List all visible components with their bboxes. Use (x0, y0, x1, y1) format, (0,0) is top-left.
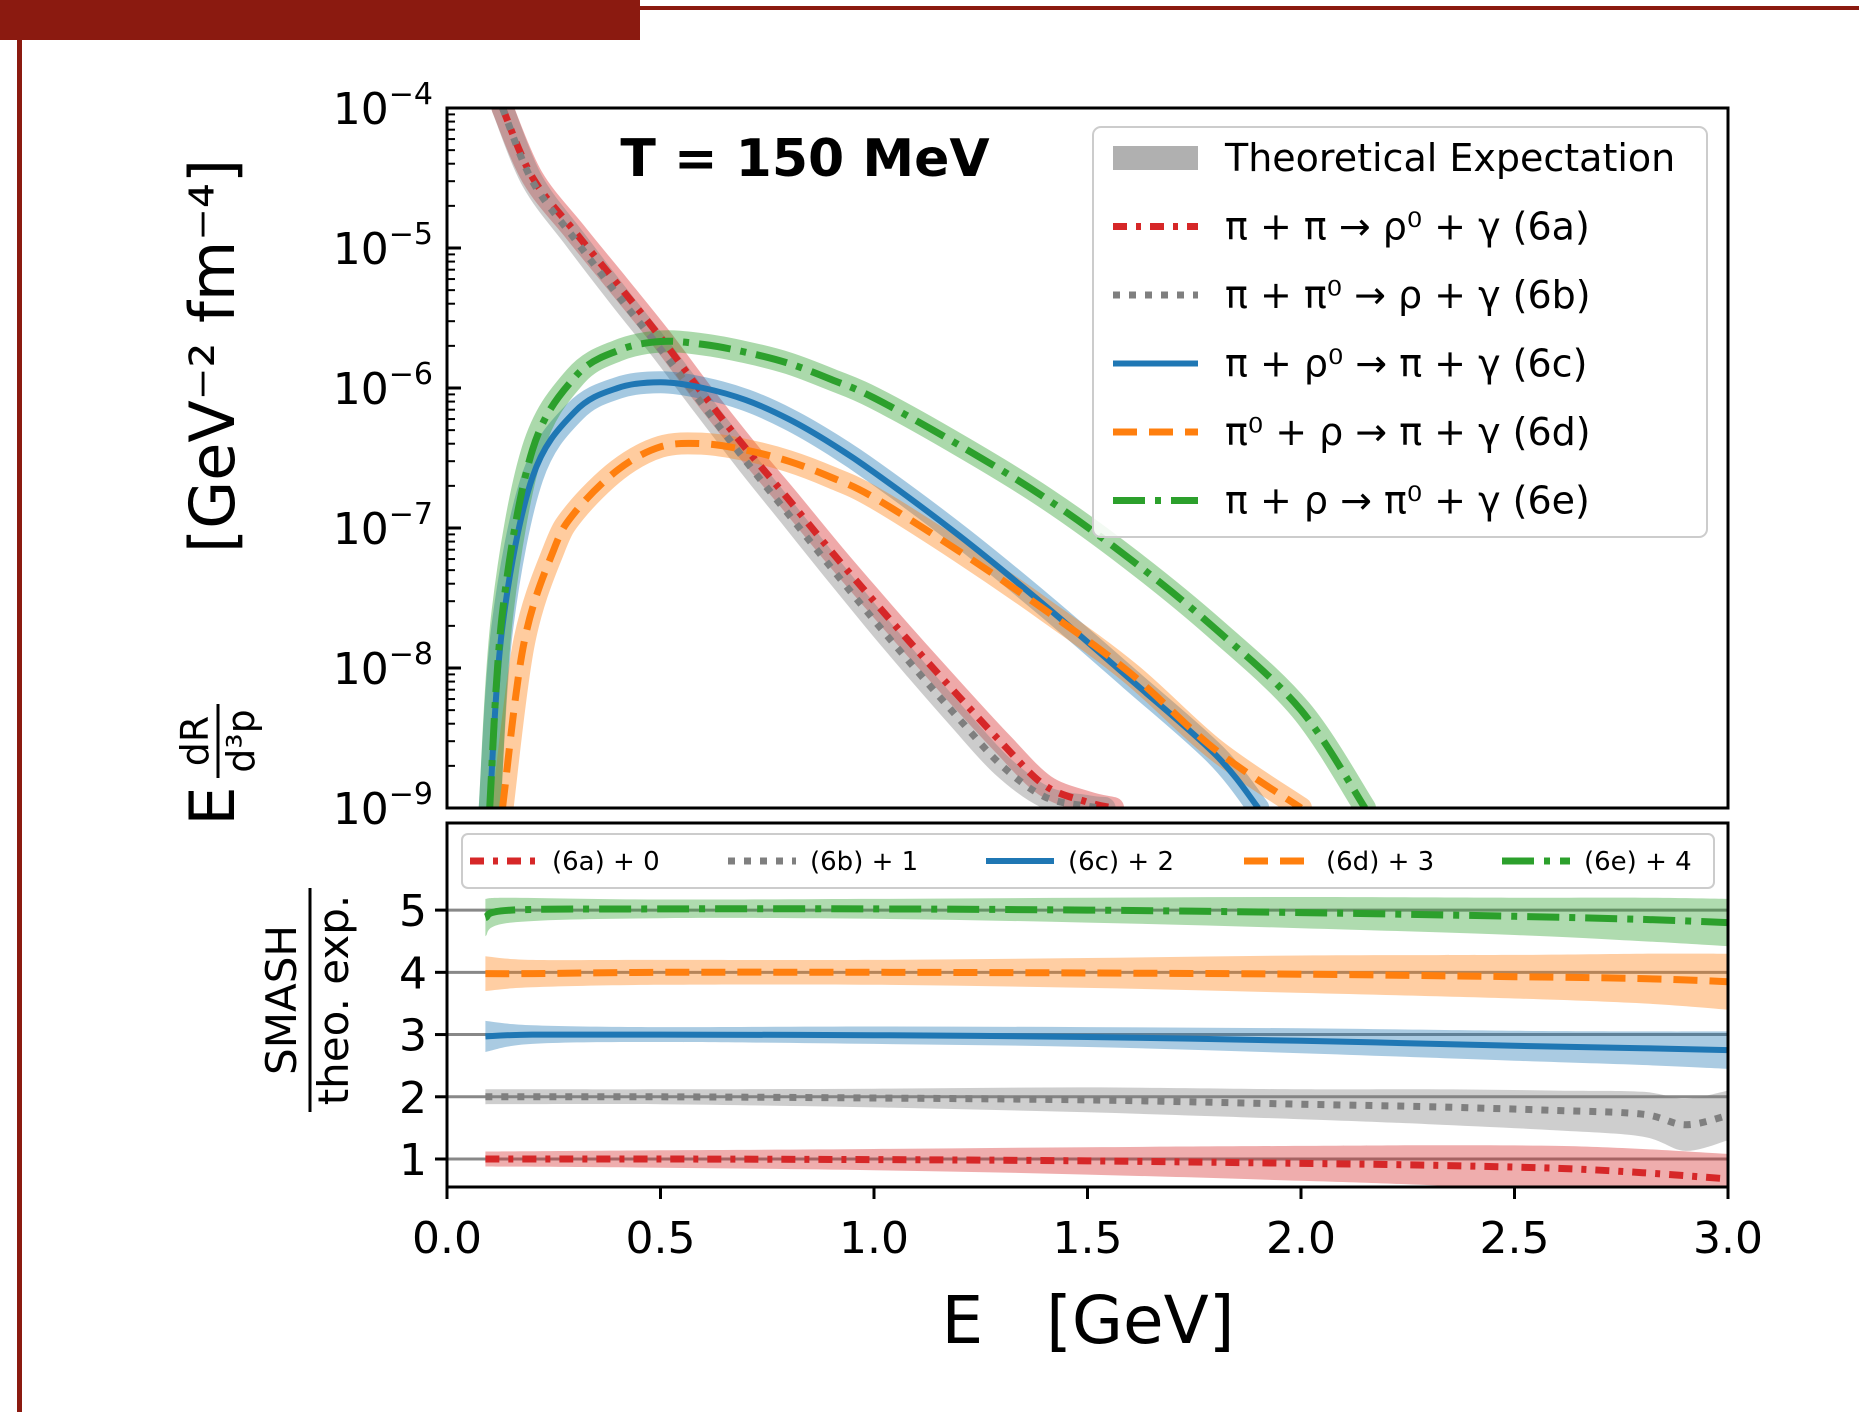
ratio-lines (483, 905, 1728, 1183)
top-legend-box (1092, 126, 1708, 538)
ratio-line-6c (485, 1031, 1728, 1054)
top-y-axis-label: [GeV⁻² fm⁻⁴] E dR d³p (173, 159, 263, 826)
ratio-band-6a (485, 1145, 1728, 1187)
ylabel-numerator: dR (173, 716, 217, 767)
slide-left-rule (17, 40, 22, 1412)
ratio-band-6d (485, 953, 1728, 1010)
ratio-line-6e (483, 905, 1728, 927)
ratio-y-tick-label: 3 (399, 1011, 427, 1062)
ylabel-denominator: d³p (219, 709, 263, 772)
series-line-6d (499, 439, 1303, 808)
ratio-y-tick-label: 1 (399, 1135, 427, 1186)
bottom-y-axis-label: SMASH theo. exp. (257, 888, 358, 1112)
x-tick-label: 1.0 (839, 1213, 909, 1264)
ratio-legend-label: (6e) + 4 (1584, 847, 1692, 877)
ratio-band-6e (485, 897, 1728, 947)
y-tick-label: 10−8 (333, 637, 433, 695)
ratio-band-6b (485, 1087, 1728, 1151)
top-legend: Theoretical Expectation π + π → ρ⁰ + γ (6… (1092, 126, 1708, 538)
bottom-legend: (6a) + 0 (6b) + 1 (6c) + 2 (6d) + 3 (6e) + 4 (461, 833, 1715, 889)
ratio-y-tick-label: 4 (399, 948, 427, 999)
y-tick-label: 10−6 (333, 357, 433, 415)
legend-label: π⁰ + ρ → π + γ (6d) (1225, 410, 1591, 454)
x-tick-label: 1.5 (1053, 1213, 1123, 1264)
bottom-panel: 1 2 3 4 5 0.0 0.5 1.0 1.5 2.0 2.5 3.0 SMASH theo. … (257, 821, 1763, 1359)
ratio-line-6b (485, 1093, 1728, 1129)
slide-top-rule (640, 6, 1859, 10)
x-tick-label: 3.0 (1693, 1213, 1763, 1264)
x-tick-label: 0.0 (412, 1213, 482, 1264)
ylabel-unit: [GeV⁻² fm⁻⁴] (176, 159, 249, 553)
legend-label: π + π → ρ⁰ + γ (6a) (1225, 205, 1590, 249)
ratio-denominator: theo. exp. (309, 895, 358, 1106)
x-tick-label: 0.5 (626, 1213, 696, 1264)
y-tick-label: 10−9 (333, 777, 433, 835)
top-panel: 10−4 10−5 10−6 10−7 10−8 10−9 T = 150 MeV [Ge… (173, 77, 1730, 835)
x-tick-label: 2.5 (1480, 1213, 1550, 1264)
y-tick-label: 10−5 (333, 217, 433, 275)
ratio-legend-label: (6b) + 1 (810, 847, 918, 877)
ratio-numerator: SMASH (257, 925, 306, 1075)
y-tick-label: 10−4 (333, 77, 433, 135)
x-tick-label: 2.0 (1266, 1213, 1336, 1264)
series-line-6a (499, 108, 1114, 808)
bottom-y-axis: 1 2 3 4 5 (399, 886, 447, 1186)
legend-band-swatch (1113, 146, 1198, 170)
bottom-legend-box (461, 833, 1715, 889)
legend-label: π + ρ⁰ → π + γ (6c) (1225, 342, 1587, 386)
series-line-6e (486, 337, 1368, 808)
legend-label: π + ρ → π⁰ + γ (6e) (1225, 479, 1590, 523)
x-axis: 0.0 0.5 1.0 1.5 2.0 2.5 3.0 (412, 1187, 1763, 1264)
ratio-legend-label: (6a) + 0 (552, 847, 660, 877)
legend-label: π + π⁰ → ρ + γ (6b) (1225, 273, 1591, 317)
ylabel-e: E (176, 786, 249, 825)
top-y-axis: 10−4 10−5 10−6 10−7 10−8 10−9 (333, 77, 461, 835)
legend-label: Theoretical Expectation (1224, 136, 1675, 180)
ratio-line-6d (485, 968, 1728, 986)
ratio-legend-label: (6c) + 2 (1068, 847, 1174, 877)
ratio-line-6a (485, 1155, 1728, 1183)
top-plot-frame (445, 106, 1730, 810)
ratio-y-tick-label: 2 (399, 1073, 427, 1124)
ratio-y-tick-label: 5 (399, 886, 427, 937)
temperature-annotation: T = 150 MeV (620, 129, 989, 189)
x-axis-label: E [GeV] (941, 1282, 1234, 1359)
y-tick-label: 10−7 (333, 497, 433, 555)
series-line-6b (499, 108, 1105, 808)
ratio-legend-label: (6d) + 3 (1326, 847, 1434, 877)
top-series-lines (486, 108, 1368, 808)
slide-title-bar (0, 0, 640, 40)
